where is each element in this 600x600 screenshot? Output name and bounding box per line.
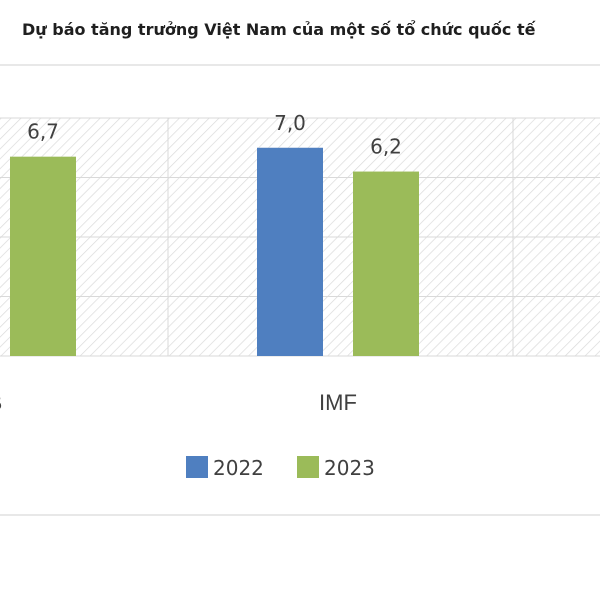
bars bbox=[10, 147, 419, 356]
legend-label-2022: 2022 bbox=[213, 456, 264, 480]
legend-swatch-2022 bbox=[186, 456, 208, 478]
data-label: 6,7 bbox=[27, 120, 59, 144]
data-label: 6,2 bbox=[370, 135, 402, 159]
legend-swatch-2023 bbox=[297, 456, 319, 478]
legend-label-2023: 2023 bbox=[324, 456, 375, 480]
chart-title: Dự báo tăng trưởng Việt Nam của một số t… bbox=[22, 20, 536, 39]
legend: 2022 2023 bbox=[186, 456, 375, 480]
bar-2022-IMF bbox=[257, 147, 323, 356]
data-label: 7,0 bbox=[274, 111, 306, 135]
category-label: IMF bbox=[319, 390, 357, 415]
bar-2023-B bbox=[10, 156, 76, 356]
category-labels: B IMF bbox=[0, 390, 357, 415]
data-labels: 7,0 6,7 6,2 bbox=[27, 111, 402, 159]
bar-2023-IMF bbox=[353, 171, 419, 356]
category-label: B bbox=[0, 390, 2, 415]
